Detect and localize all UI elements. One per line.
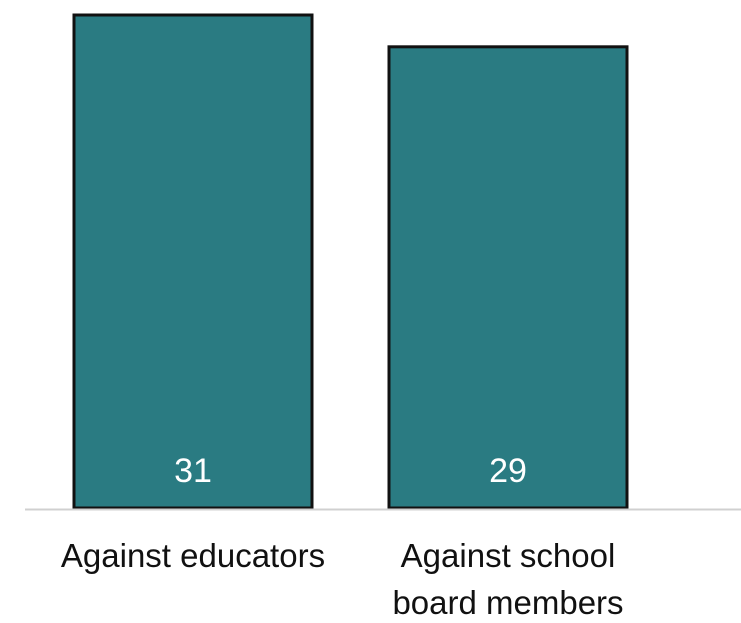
category-label-0: Against educators xyxy=(61,537,325,574)
bar-1 xyxy=(387,45,629,510)
bar-0 xyxy=(72,13,314,510)
category-label-1-line-0: Against school xyxy=(401,537,616,574)
data-label-0: 31 xyxy=(174,452,212,490)
category-labels-group: Against educators Against school board mem… xyxy=(61,537,624,621)
bars-group xyxy=(72,13,629,510)
data-labels-group: 31 29 xyxy=(174,452,527,490)
data-label-1: 29 xyxy=(489,452,527,490)
category-label-1-line-1: board members xyxy=(392,584,623,621)
